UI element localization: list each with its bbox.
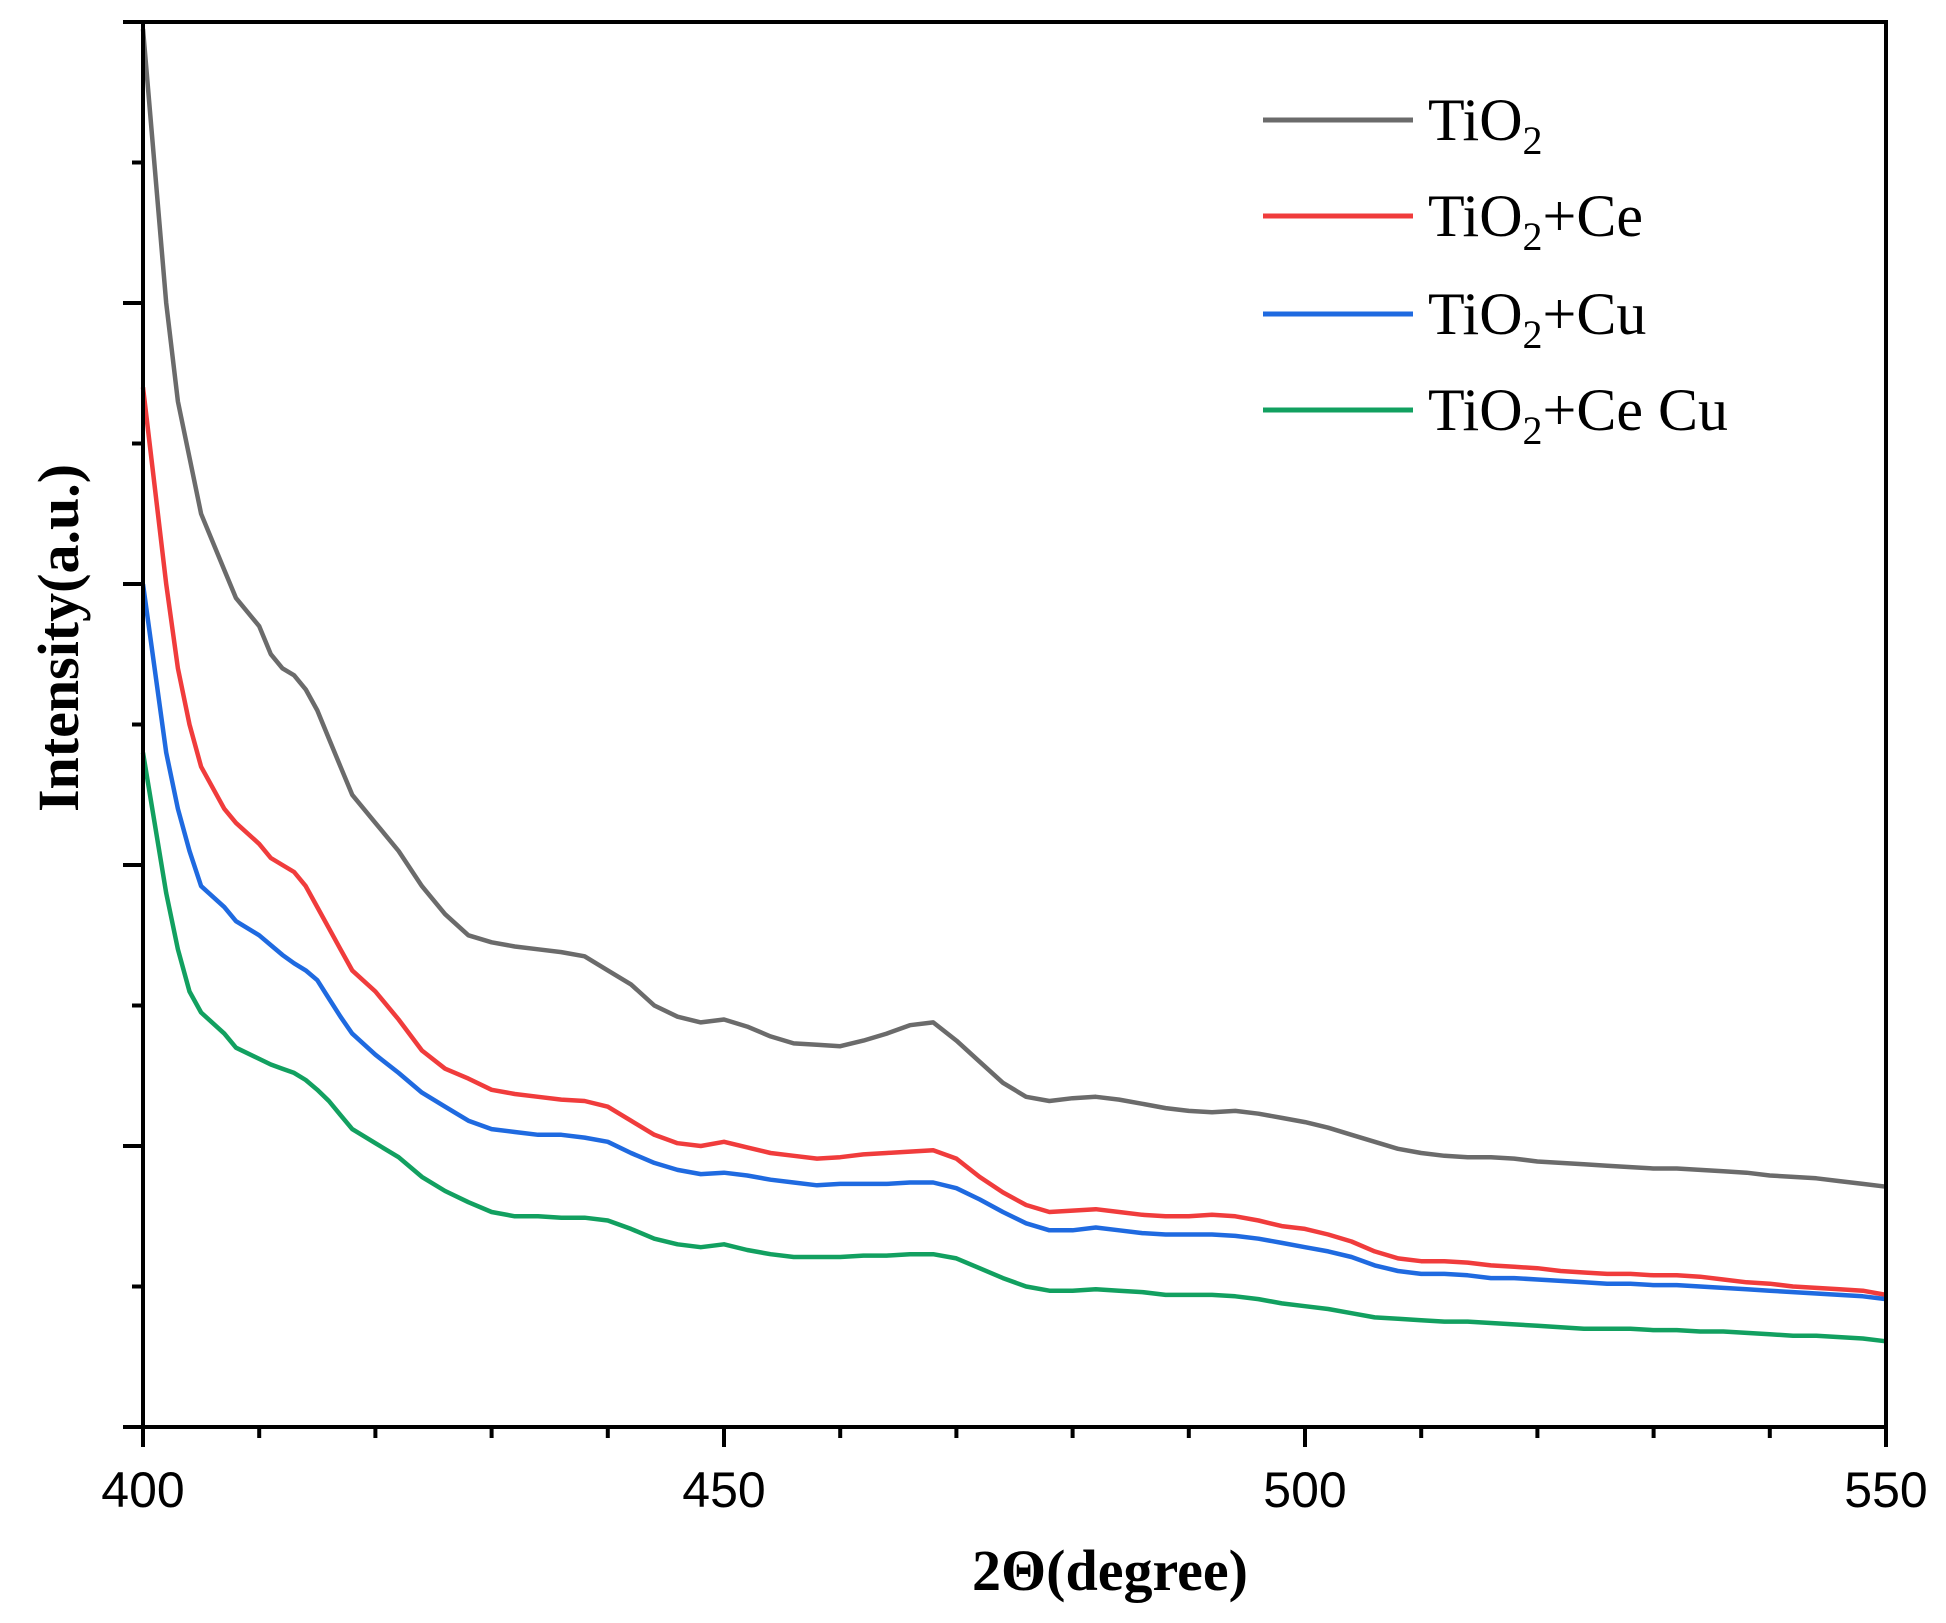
x-tick-label-450: 450 [682, 1462, 765, 1518]
y-tick-marks [123, 20, 143, 1429]
legend-label-tio2-cu: TiO2+Cu [1428, 281, 1646, 357]
legend-entry-tio2-ce-cu: TiO2+Ce Cu [1263, 377, 1728, 453]
series-line-2 [140, 583, 1887, 1302]
x-tick-label-550: 550 [1844, 1462, 1927, 1518]
x-tick-label-500: 500 [1263, 1462, 1346, 1518]
legend-entry-tio2-cu: TiO2+Cu [1263, 281, 1646, 357]
y-axis-title: Intensity(a.u.) [26, 464, 91, 812]
x-tick-label-400: 400 [101, 1462, 184, 1518]
series-line-0 [140, 28, 1887, 1189]
legend-label-tio2-ce-cu: TiO2+Ce Cu [1428, 377, 1728, 453]
series-line-1 [140, 387, 1887, 1298]
x-tick-labels: 400 450 500 550 [101, 1462, 1927, 1518]
legend-label-tio2: TiO2 [1428, 87, 1543, 163]
series-layer [140, 28, 1887, 1344]
legend: TiO2 TiO2+Ce TiO2+Cu TiO2+Ce Cu [1263, 87, 1728, 453]
series-line-3 [140, 752, 1887, 1344]
legend-entry-tio2: TiO2 [1263, 87, 1543, 163]
legend-label-tio2-ce: TiO2+Ce [1428, 183, 1643, 259]
x-axis-title: 2Θ(degree) [972, 1538, 1248, 1603]
legend-entry-tio2-ce: TiO2+Ce [1263, 183, 1643, 259]
x-tick-marks [141, 1427, 1888, 1447]
